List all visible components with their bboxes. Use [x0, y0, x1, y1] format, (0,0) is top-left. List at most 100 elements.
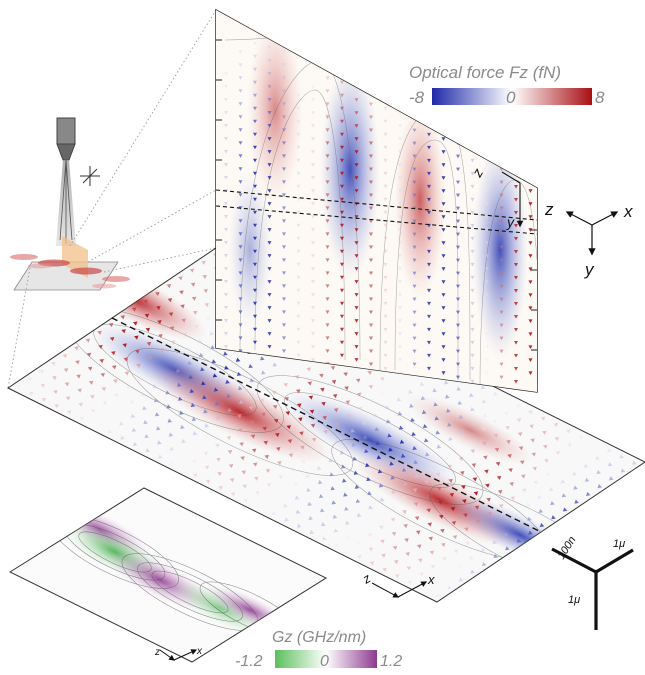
force-arrow [499, 141, 504, 146]
force-arrow [64, 382, 70, 387]
force-arrow [238, 141, 243, 145]
force-arrow [224, 332, 228, 336]
force-arrow [311, 85, 315, 89]
force-arrow [369, 258, 373, 263]
force-arrow [311, 332, 315, 336]
force-arrow [427, 353, 431, 358]
force-arrow [89, 394, 95, 399]
force-arrow [424, 438, 429, 443]
force-arrow [311, 306, 315, 310]
force-arrow [554, 436, 560, 442]
force-arrow [514, 302, 518, 306]
force-arrow [499, 232, 504, 237]
force-arrow [296, 301, 301, 306]
force-arrow [250, 434, 256, 439]
scale-width-label: 1μ [613, 538, 625, 550]
force-arrow [369, 115, 373, 120]
force-arrow [415, 530, 421, 535]
force-arrow [380, 539, 385, 544]
force-arrow [403, 481, 408, 486]
force-arrow [505, 546, 510, 551]
force-arrow [238, 271, 243, 275]
force-arrow [108, 322, 114, 328]
force-arrow [373, 412, 379, 418]
force-arrow [282, 297, 286, 301]
force-arrow [528, 163, 533, 167]
force-arrow [514, 276, 518, 280]
force-arrow [382, 567, 387, 572]
force-arrow [274, 432, 280, 438]
force-arrow [515, 404, 521, 409]
force-arrow [136, 363, 141, 368]
force-arrow [417, 558, 423, 563]
force-arrow [340, 340, 344, 345]
force-arrow [528, 241, 533, 245]
force-arrow [267, 228, 272, 232]
force-arrow [427, 197, 431, 202]
force-arrow [340, 262, 344, 267]
force-arrow [204, 302, 209, 308]
objective-body [56, 117, 76, 145]
force-arrow [325, 258, 330, 262]
force-arrow [398, 306, 402, 310]
force-arrow [369, 206, 373, 211]
force-arrow [332, 514, 338, 519]
force-arrow [470, 301, 475, 306]
force-arrow [143, 420, 148, 425]
force-arrow [398, 371, 402, 375]
force-arrow [470, 184, 475, 189]
force-arrow [414, 474, 420, 479]
force-arrow [379, 377, 385, 382]
force-arrow [364, 448, 369, 453]
force-arrow [334, 542, 340, 547]
force-arrow [239, 399, 244, 405]
force-arrow [458, 577, 464, 582]
force-arrow [456, 206, 460, 211]
force-arrow [325, 193, 330, 197]
force-arrow [456, 362, 460, 367]
force-arrow [309, 529, 315, 535]
force-arrow [367, 491, 372, 496]
force-arrow [144, 313, 150, 318]
force-arrow [354, 215, 359, 219]
force-arrow [296, 249, 301, 254]
force-arrow [369, 154, 373, 159]
force-arrow [345, 520, 350, 525]
force-arrow [39, 369, 44, 374]
force-arrow [325, 271, 330, 275]
force-arrow [441, 163, 446, 167]
force-arrow [125, 385, 131, 390]
force-arrow [264, 454, 269, 459]
force-arrow [369, 349, 373, 354]
force-arrow [354, 319, 359, 323]
force-arrow [521, 488, 527, 493]
force-arrow [390, 517, 396, 522]
force-arrow [485, 483, 490, 488]
force-arrow [238, 336, 243, 340]
force-arrow [499, 349, 504, 354]
force-arrow [323, 429, 328, 435]
force-arrow [485, 241, 489, 245]
force-arrow [237, 385, 243, 391]
force-arrow [514, 341, 518, 345]
force-arrow [238, 219, 243, 223]
force-arrow [238, 323, 243, 327]
force-arrow [470, 107, 475, 111]
force-arrow [296, 106, 301, 111]
force-arrow [229, 478, 235, 483]
force-arrow [499, 245, 504, 250]
force-arrow [241, 470, 246, 475]
force-arrow [102, 401, 108, 406]
force-arrow [263, 440, 268, 445]
force-arrow [401, 495, 406, 500]
force-arrow [412, 128, 417, 133]
triad-x-label: x [623, 202, 633, 221]
force-arrow [311, 202, 315, 206]
triad-z-label: z [544, 200, 554, 219]
force-arrow [514, 198, 518, 202]
force-arrow [456, 310, 460, 315]
force-arrow [392, 545, 398, 550]
force-arrow [509, 482, 514, 487]
force-arrow [427, 145, 431, 150]
force-arrow [485, 254, 489, 258]
